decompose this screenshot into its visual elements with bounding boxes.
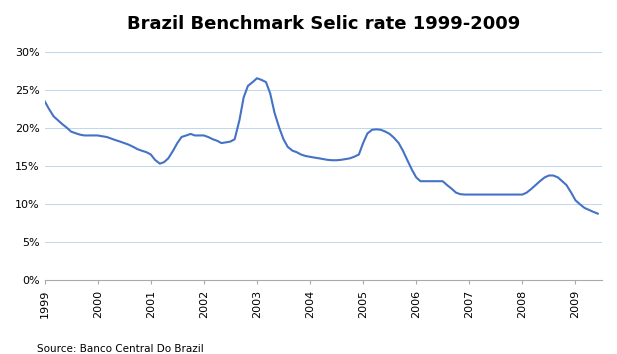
- Text: Source: Banco Central Do Brazil: Source: Banco Central Do Brazil: [37, 344, 204, 354]
- Title: Brazil Benchmark Selic rate 1999-2009: Brazil Benchmark Selic rate 1999-2009: [126, 15, 520, 33]
